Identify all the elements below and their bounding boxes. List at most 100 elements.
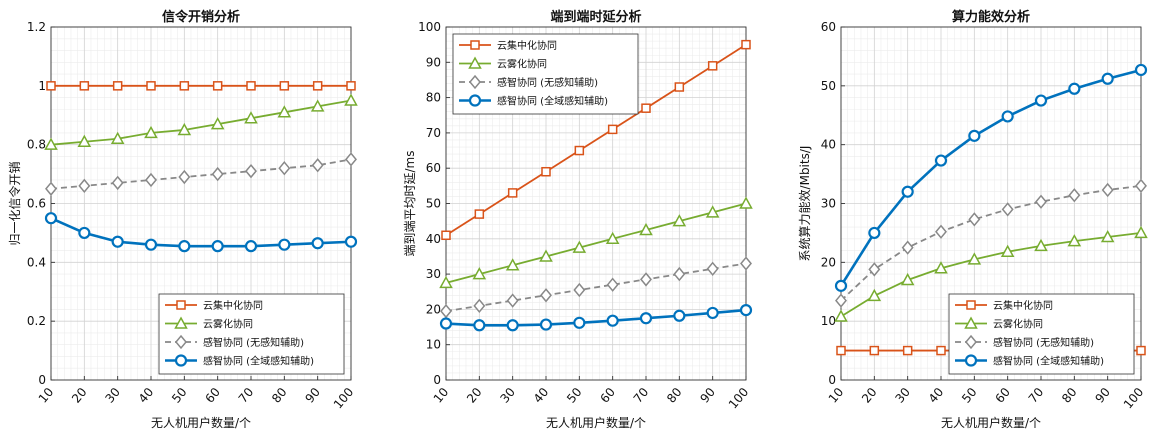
legend-swatch-marker [176,300,186,310]
data-point [144,238,158,251]
data-point [78,178,91,194]
legend-swatch-marker [964,316,978,329]
data-point [901,240,914,255]
data-point [834,279,848,292]
data-point [278,161,291,176]
chart-title: 端到端时延分析 [550,9,641,25]
series-2 [44,93,358,150]
data-point [673,309,686,322]
data-point [739,196,753,209]
data-point [606,277,619,292]
data-point [1134,63,1148,77]
data-point [110,131,125,145]
data-point [277,105,292,118]
data-point [1100,229,1115,243]
x-tick-label: 100 [1121,385,1146,412]
data-point [868,226,881,240]
data-point [144,125,158,139]
series-4 [439,304,753,332]
data-point [739,304,753,317]
data-point [506,319,519,332]
data-point [439,317,453,330]
data-point [936,345,946,356]
data-point [441,230,451,241]
data-point [1101,72,1114,85]
x-tick-label: 40 [136,385,157,406]
x-tick-label: 20 [859,385,880,406]
x-tick-label: 60 [992,385,1013,406]
y-tick-label: 20 [426,302,441,316]
chart-title: 信令开销分析 [162,9,240,25]
data-point [473,298,486,314]
y-tick-label: 40 [426,232,441,246]
y-tick-label: 10 [821,314,836,328]
data-point [607,124,618,135]
data-point [77,134,92,147]
data-point [967,252,982,265]
data-point [44,212,58,225]
data-point [673,266,686,282]
legend-label: 云雾化协同 [993,318,1043,331]
data-point [1001,110,1014,123]
y-tick-label: 10 [426,338,441,352]
y-tick-label: 30 [426,267,441,281]
data-point [968,129,981,142]
series-line [445,43,747,237]
x-tick-label: 70 [236,385,257,406]
data-point [574,145,585,156]
y-tick-label: 100 [418,20,441,34]
y-tick-label: 0 [433,373,441,387]
x-axis-label: 无人机用户数量/个 [941,415,1041,430]
data-point [474,209,485,219]
series-line [840,232,1142,318]
x-axis-label: 无人机用户数量/个 [546,415,646,430]
series-2 [439,196,753,289]
y-tick-label: 1.2 [27,20,46,34]
data-point [1136,345,1146,356]
y-tick-label: 60 [821,20,836,34]
x-tick-label: 50 [959,385,980,406]
data-point [835,293,847,308]
data-point [111,175,124,191]
x-tick-label: 20 [464,385,485,406]
series-line [50,217,352,248]
x-tick-label: 70 [631,385,652,406]
series-3 [835,178,1147,308]
y-tick-label: 0.4 [27,255,46,269]
legend-swatch-marker [966,300,976,310]
legend-swatch-marker [468,56,482,69]
x-tick-label: 80 [664,385,685,406]
data-point [112,81,123,91]
data-point [707,61,718,71]
data-point [902,345,913,356]
data-point [178,240,191,253]
y-tick-label: 80 [426,91,441,105]
legend-label: 感智协同 (全域感知辅助) [497,95,608,108]
legend-label: 感智协同 (全域感知辅助) [203,355,314,368]
y-tick-label: 1 [38,79,46,93]
data-point [836,345,846,356]
y-tick-label: 30 [821,197,836,211]
legend-label: 云集中化协同 [497,39,557,52]
x-tick-label: 40 [531,385,552,406]
data-point [179,81,190,91]
y-tick-label: 0.8 [27,138,46,152]
data-point [934,154,948,167]
data-point [606,314,619,327]
y-tick-label: 0 [38,373,46,387]
x-tick-label: 60 [202,385,223,406]
legend-swatch-marker [175,334,187,350]
legend-swatch-marker [174,354,188,367]
data-point [706,306,719,320]
data-point [605,231,620,245]
y-tick-label: 0 [828,373,836,387]
data-point [212,81,223,91]
data-point [934,261,948,274]
data-point [900,272,915,286]
data-point [439,275,453,289]
data-point [245,163,257,179]
data-point [706,261,719,276]
